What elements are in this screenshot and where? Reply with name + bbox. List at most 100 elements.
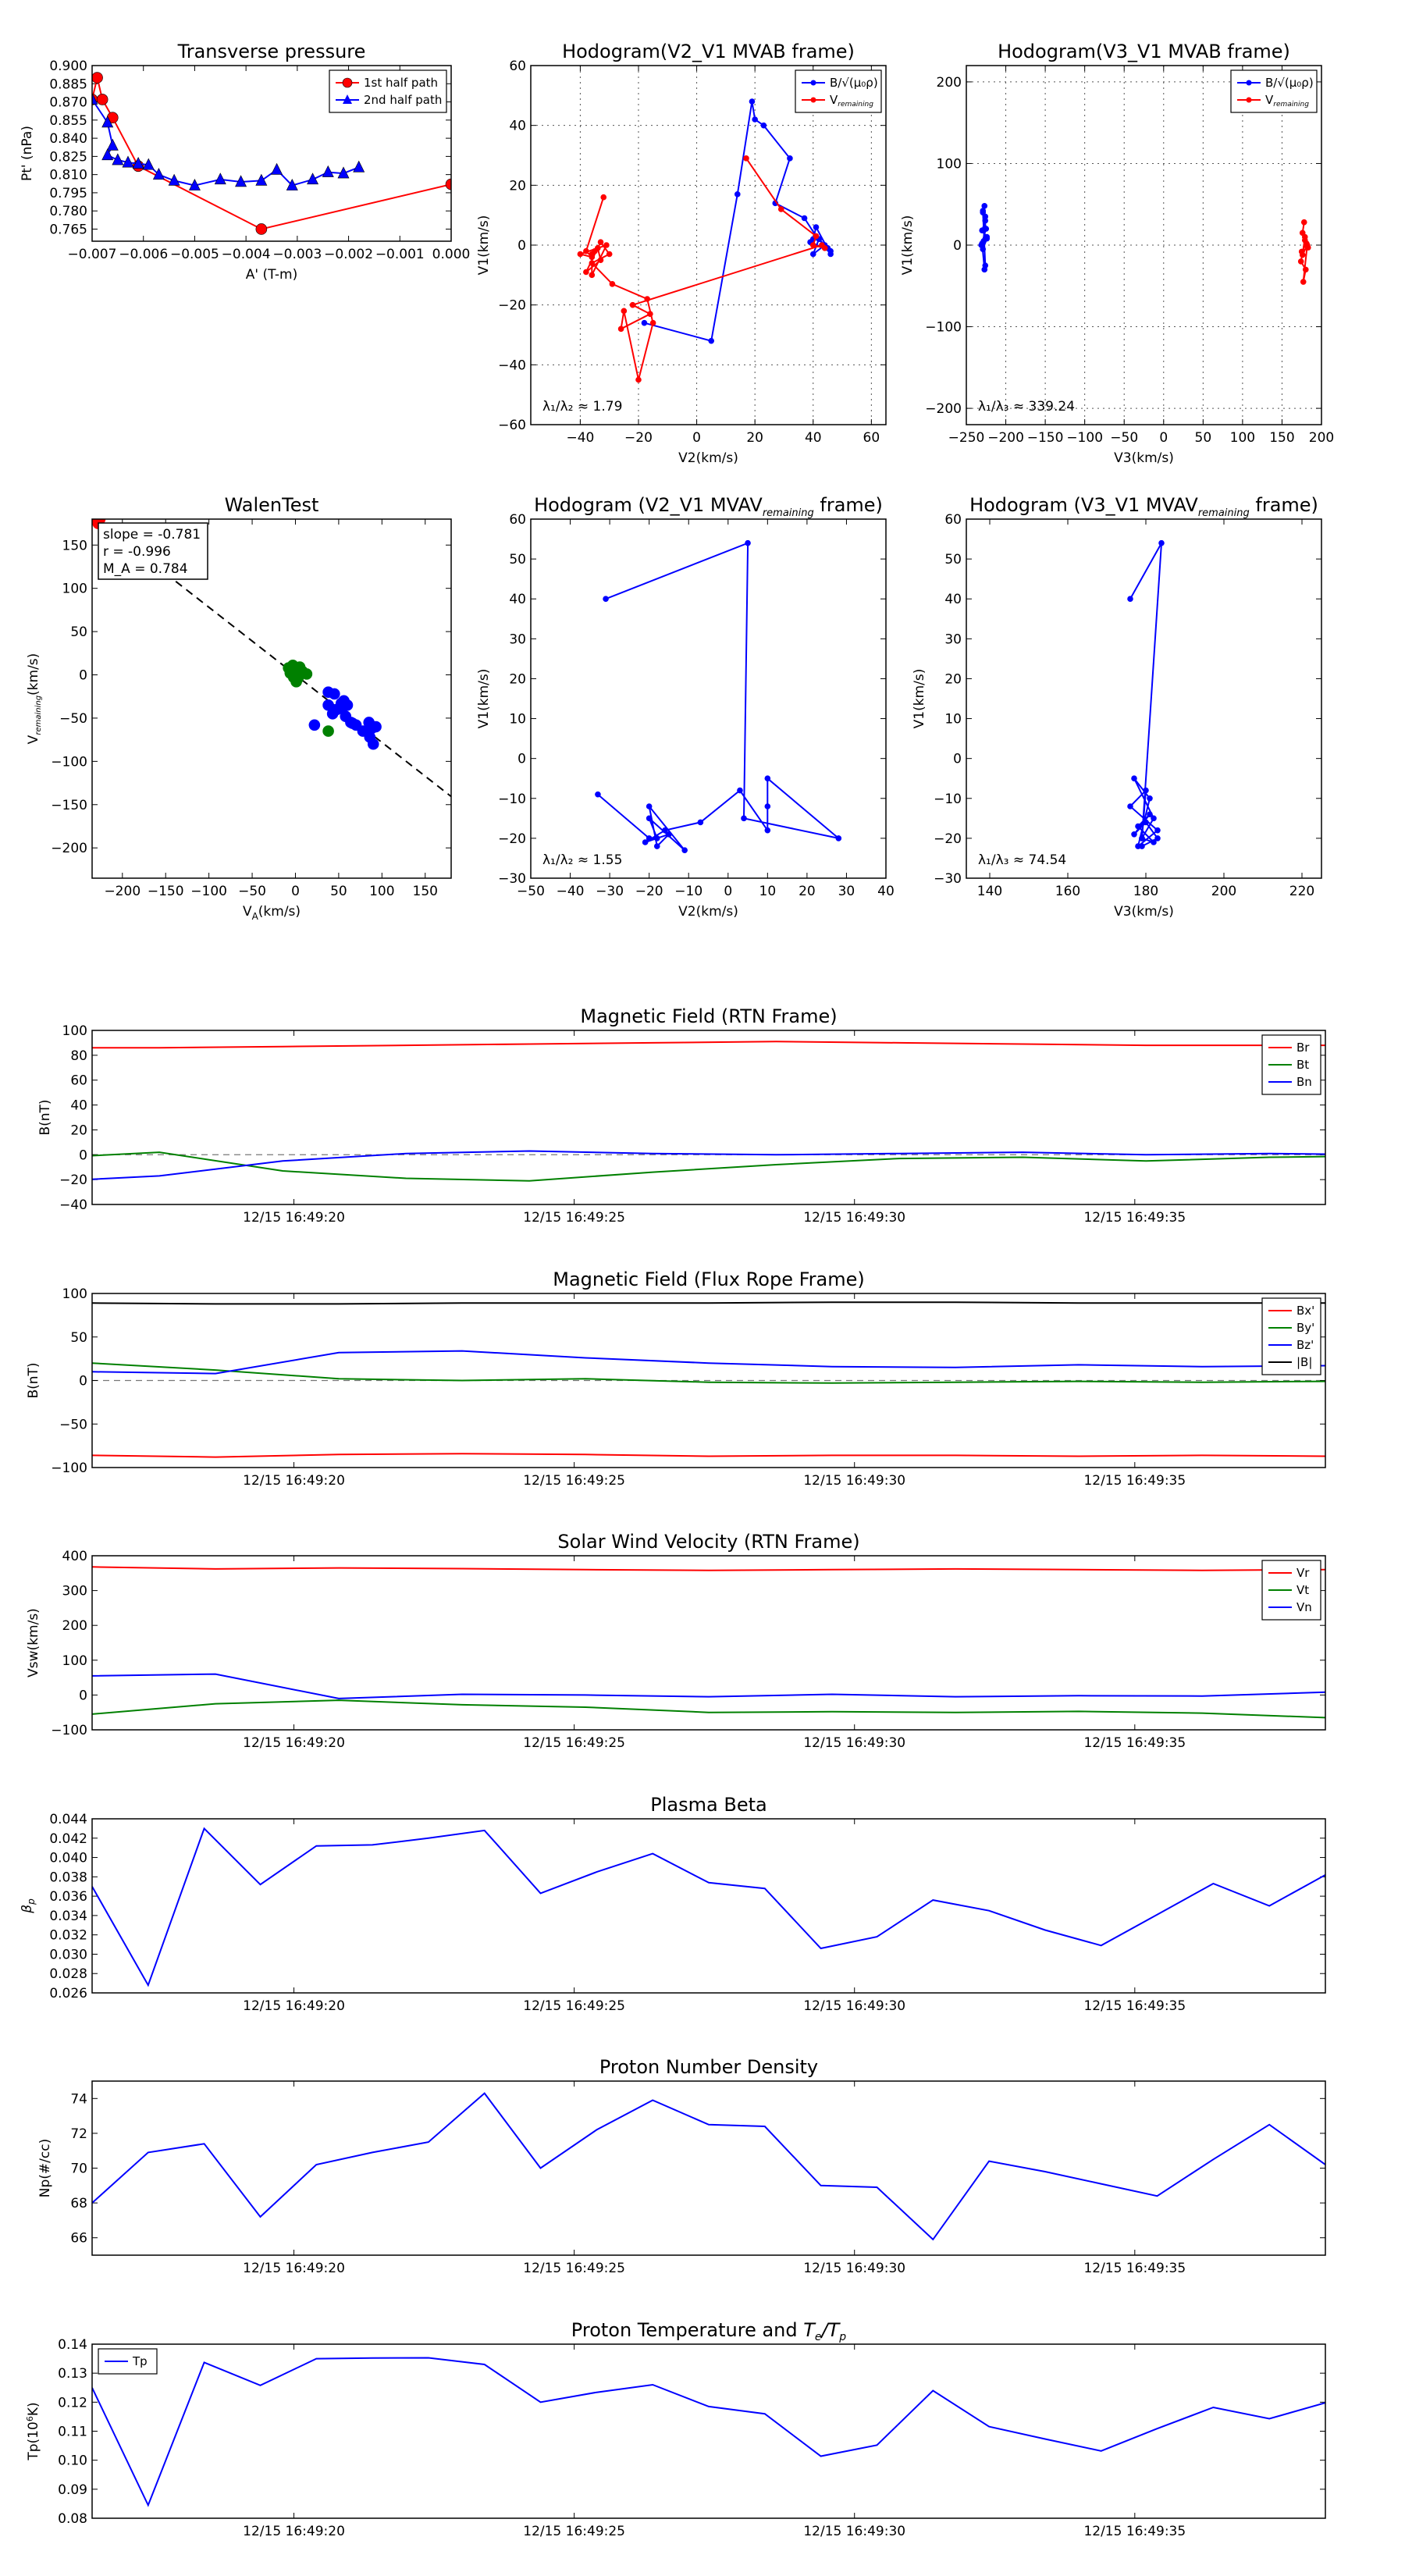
data-point <box>597 239 604 245</box>
y-tick-label: 40 <box>509 119 526 134</box>
data-point <box>337 166 350 179</box>
x-tick-label: 12/15 16:49:20 <box>243 2261 345 2276</box>
legend-box <box>329 69 447 113</box>
x-axis-label: VA(km/s) <box>243 904 301 922</box>
x-axis-label: V3(km/s) <box>1114 904 1174 920</box>
y-tick-label: −20 <box>498 831 526 847</box>
data-point <box>595 791 601 798</box>
data-point <box>370 720 382 733</box>
legend-label: Vr <box>1297 1566 1310 1580</box>
y-tick-label: 0.870 <box>49 95 87 111</box>
legend: B/√(μ₀ρ)Vremaining <box>795 69 882 113</box>
y-tick-label: 0.855 <box>49 113 87 129</box>
data-point <box>589 272 596 279</box>
x-tick-label: 40 <box>805 430 822 446</box>
data-point <box>979 240 986 247</box>
grid <box>966 66 1321 425</box>
series-line-Bn <box>92 1150 1325 1180</box>
y-tick-label: 0.885 <box>49 76 87 92</box>
data-point <box>984 235 991 242</box>
data-point <box>1139 843 1145 849</box>
x-tick-label: −10 <box>674 884 702 899</box>
data-point <box>142 158 155 170</box>
plot-area <box>978 203 1311 285</box>
y-tick-label: 400 <box>62 1549 87 1564</box>
data-point <box>760 122 767 129</box>
y-tick-label: 80 <box>70 1048 87 1064</box>
data-point <box>284 667 297 679</box>
data-point <box>188 178 201 190</box>
ticks: −0.007 −0.006 −0.005 −0.004 −0.003 −0.002 −0.0… <box>49 59 470 262</box>
panel-title: WalenTest <box>225 494 319 516</box>
y-tick-label: 0.038 <box>49 1870 87 1885</box>
y-tick-label: 300 <box>62 1584 87 1599</box>
data-point <box>1299 251 1306 258</box>
x-tick-label: −0.007 <box>68 247 117 262</box>
legend-label: By' <box>1297 1321 1314 1335</box>
legend-label: B/√(μ₀ρ) <box>830 76 878 90</box>
panel-title: Plasma Beta <box>650 1794 767 1816</box>
series-line-Br <box>92 1041 1325 1049</box>
y-tick-label: 0.036 <box>49 1889 87 1905</box>
panel-title: Hodogram(V2_V1 MVAB frame) <box>562 41 855 62</box>
data-point <box>617 326 624 333</box>
panel-title: Solar Wind Velocity (RTN Frame) <box>557 1531 859 1553</box>
series-line-Bz' <box>92 1350 1325 1375</box>
series-line-Bt <box>92 1151 1325 1182</box>
data-point <box>214 173 226 185</box>
y-tick-label: −100 <box>925 320 962 336</box>
panel-h1: Hodogram(V2_V1 MVAB frame)−40 −20 0 20 40 60−… <box>476 41 887 466</box>
legend: 1st half path 2nd half path <box>329 69 447 113</box>
series-line-By' <box>92 1362 1325 1384</box>
data-point <box>653 835 660 841</box>
data-point <box>1147 795 1153 802</box>
panel-h4: Hodogram (V3_V1 MVAVremaining frame)140 1… <box>912 494 1322 920</box>
series-line-V_remaining <box>577 158 827 380</box>
data-point <box>589 260 596 266</box>
data-point <box>681 847 688 854</box>
ticks: 140 160 180 200 220 −30 −20 −10 0 10 20 30 40 50 60 <box>934 512 1321 899</box>
legend-label: 2nd half path <box>364 93 442 107</box>
data-point <box>983 226 990 232</box>
y-tick-label: 40 <box>70 1098 87 1114</box>
y-tick-label: −50 <box>59 1417 87 1432</box>
data-point <box>635 376 642 383</box>
data-point <box>1135 823 1141 830</box>
y-tick-label: 200 <box>937 75 962 91</box>
data-point <box>1158 539 1165 546</box>
y-tick-label: −20 <box>498 298 526 314</box>
y-tick-label: −20 <box>59 1172 87 1188</box>
data-point <box>745 539 751 546</box>
x-tick-label: 100 <box>369 884 394 899</box>
data-point <box>642 839 649 845</box>
data-point <box>235 175 247 187</box>
axes-frame <box>966 65 1322 425</box>
legend: B/√(μ₀ρ)Vremaining <box>1230 69 1318 113</box>
x-tick-label: 50 <box>1195 430 1212 446</box>
axes-frame <box>91 1818 1326 1994</box>
series-line-blue <box>597 542 839 851</box>
x-tick-label: 20 <box>746 430 763 446</box>
data-point <box>92 92 98 105</box>
y-tick-label: 0 <box>79 668 87 684</box>
panel-np: Proton Number Density 12/15 16:49:20 12/15… <box>37 2056 1326 2276</box>
data-point <box>641 319 648 326</box>
x-tick-label: 12/15 16:49:20 <box>243 1473 345 1489</box>
ratio-annotation: λ₁/λ₂ ≈ 1.55 <box>542 852 622 868</box>
plot-area <box>92 72 451 235</box>
x-tick-label: −20 <box>635 884 663 899</box>
y-axis-label: B(nT) <box>37 1099 53 1135</box>
x-tick-label: 30 <box>838 884 855 899</box>
data-point <box>787 155 793 162</box>
x-tick-label: 0 <box>724 884 732 899</box>
stats-line: M_A = 0.784 <box>103 561 188 577</box>
x-tick-label: 12/15 16:49:20 <box>243 2524 345 2539</box>
y-tick-label: 10 <box>944 712 962 728</box>
x-tick-label: 12/15 16:49:30 <box>803 2524 905 2539</box>
data-point <box>445 178 451 190</box>
axes-frame <box>91 518 452 879</box>
y-tick-label: 20 <box>70 1123 87 1138</box>
panel-title: Proton Number Density <box>599 2056 818 2078</box>
x-tick-label: 12/15 16:49:30 <box>803 2261 905 2276</box>
x-tick-label: 20 <box>799 884 816 899</box>
